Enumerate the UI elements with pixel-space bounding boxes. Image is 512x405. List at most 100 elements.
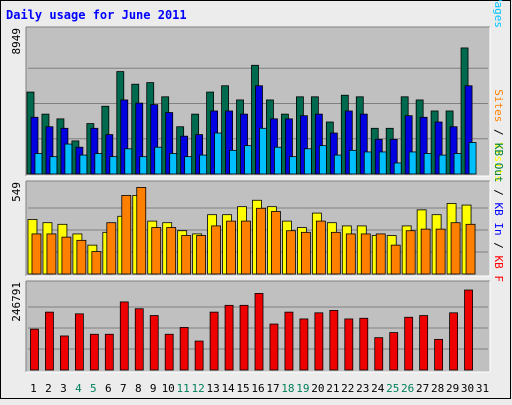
panel-bottom-bar-kb-f <box>74 313 84 371</box>
x-tick-label: 25 <box>386 382 399 395</box>
x-tick-label: 4 <box>75 382 82 395</box>
x-tick-label: 16 <box>251 382 264 395</box>
panel-top-bar-pages <box>169 153 178 175</box>
chart-title: Daily usage for June 2011 <box>6 8 187 22</box>
panel-top-bar-pages <box>229 149 237 175</box>
x-tick-label: 6 <box>105 382 112 395</box>
panel-middle-bar-sites <box>360 233 371 275</box>
x-tick-label: 27 <box>416 382 429 395</box>
x-tick-label: 12 <box>192 382 205 395</box>
panel-bottom-bar-kb-f <box>45 311 54 371</box>
panel-top-bar-pages <box>49 156 58 175</box>
x-tick-label: 20 <box>311 382 324 395</box>
panel-bottom-bar-kb-f <box>404 316 414 371</box>
panel-bottom-bar-kb-f <box>119 301 129 371</box>
x-tick-label: 11 <box>177 382 190 395</box>
panel-top-axis-label: Hits / Files / Pages <box>492 0 505 28</box>
panel-bottom-axis-label-part-0: KB Out <box>492 143 505 183</box>
panel-middle-bar-sites <box>166 227 177 275</box>
x-tick-label: 17 <box>266 382 279 395</box>
panel-bottom-bar-kb-f <box>209 311 219 371</box>
panel-top-bar-pages <box>363 151 372 175</box>
panel-bottom-bar-kb-f <box>60 335 69 371</box>
panel-middle-bar-sites <box>91 251 102 275</box>
panel-top-bar-files <box>225 110 233 175</box>
panel-middle-bar-sites <box>196 235 207 275</box>
panel-top-bar-files <box>45 126 54 175</box>
panel-middle-bar-sites <box>136 187 147 275</box>
x-tick-label: 10 <box>162 382 175 395</box>
x-tick-label: 8 <box>135 382 142 395</box>
panel-bottom-bar-kb-f <box>179 327 189 371</box>
panel-bottom-bar-kb-f <box>374 337 384 371</box>
panel-top-bar-pages <box>139 156 148 175</box>
panel-top-bar-files <box>329 132 338 175</box>
panel-bottom-bar-kb-f <box>359 317 369 371</box>
panel-top-bar-pages <box>109 156 118 175</box>
panel-middle-axis-label-part-1: / <box>492 122 505 142</box>
x-tick-label: 3 <box>60 382 67 395</box>
panel-top-bar-files <box>419 116 428 175</box>
panel-top-bar-pages <box>94 153 103 175</box>
x-tick-label: 18 <box>281 382 294 395</box>
x-tick-label: 19 <box>296 382 309 395</box>
panel-bottom-axis-label-part-1: / <box>492 183 505 203</box>
panel-middle-bar-sites <box>345 233 356 275</box>
panel-top-bar-pages <box>438 154 447 175</box>
x-tick-label: 26 <box>401 382 414 395</box>
panel-middle-bar-sites <box>181 235 192 275</box>
panel-top-bar-files <box>285 118 293 175</box>
panel-top-bar-pages <box>124 148 133 175</box>
panel-top-bar-pages <box>34 153 43 175</box>
panel-bottom-bar-kb-f <box>344 318 354 371</box>
panel-middle-bar-sites <box>226 220 236 275</box>
panel-middle-bar-sites <box>211 225 221 275</box>
x-tick-label: 21 <box>326 382 339 395</box>
panel-middle-axis-label: Sites / Visits <box>492 89 505 182</box>
panel-middle-bar-sites <box>241 220 251 275</box>
panel-bottom-bar-kb-f <box>89 333 99 371</box>
panel-top-bar-files <box>195 134 204 175</box>
panel-bottom-bar-kb-f <box>314 312 324 371</box>
x-tick-label: 15 <box>236 382 249 395</box>
x-tick-label: 5 <box>90 382 97 395</box>
panel-bottom-axis-label-part-2: KB In <box>492 203 505 236</box>
panel-middle-bar-sites <box>315 220 326 275</box>
panel-bottom-bar-kb-f <box>30 328 39 371</box>
panel-middle-axis-label-part-0: Sites <box>492 89 505 122</box>
panel-top-bar-files <box>150 104 159 175</box>
panel-top-bar-files <box>30 116 39 175</box>
panel-top-bar-pages <box>378 151 387 175</box>
panel-bottom-bar-kb-f <box>269 323 279 371</box>
panel-middle-bar-sites <box>106 222 117 275</box>
panel-bottom-axis-label-part-4: KB F <box>492 256 505 283</box>
panel-middle-bar-sites <box>301 231 311 275</box>
x-tick-label: 23 <box>356 382 369 395</box>
panel-bottom-ymax-label: 246791 <box>10 282 23 322</box>
panel-bottom-bar-kb-f <box>134 308 144 371</box>
panel-bottom-bar-kb-f <box>434 338 444 371</box>
panel-middle-bar-sites <box>435 228 446 275</box>
x-tick-label: 14 <box>221 382 235 395</box>
panel-top-bar-pages <box>244 145 252 175</box>
panel-bottom-bar-kb-f <box>224 304 234 371</box>
panel-top-bar-pages <box>333 154 342 175</box>
panel-top-bar-pages <box>214 132 222 175</box>
panel-bottom-bar-kb-f <box>389 332 399 371</box>
panel-bottom-bar-kb-f <box>284 311 294 371</box>
x-tick-label: 1 <box>30 382 37 395</box>
panel-middle-bar-sites <box>76 239 87 275</box>
panel-middle-bar-sites <box>330 231 341 275</box>
panel-bottom-bar-kb-f <box>194 340 204 371</box>
panel-top-bar-files <box>120 99 129 175</box>
panel-bottom-bar-kb-f <box>104 333 114 371</box>
panel-middle-bar-sites <box>405 230 416 275</box>
panel-middle-ymax-label: 549 <box>10 182 23 202</box>
x-tick-label: 7 <box>120 382 127 395</box>
panel-middle-bar-sites <box>46 233 57 275</box>
panel-top-bar-files <box>359 113 368 175</box>
panel-top-bar-pages <box>468 142 477 175</box>
panel-top-bar-pages <box>259 127 267 175</box>
panel-top-bar-files <box>90 127 99 175</box>
panel-top-bar-files <box>240 113 248 175</box>
